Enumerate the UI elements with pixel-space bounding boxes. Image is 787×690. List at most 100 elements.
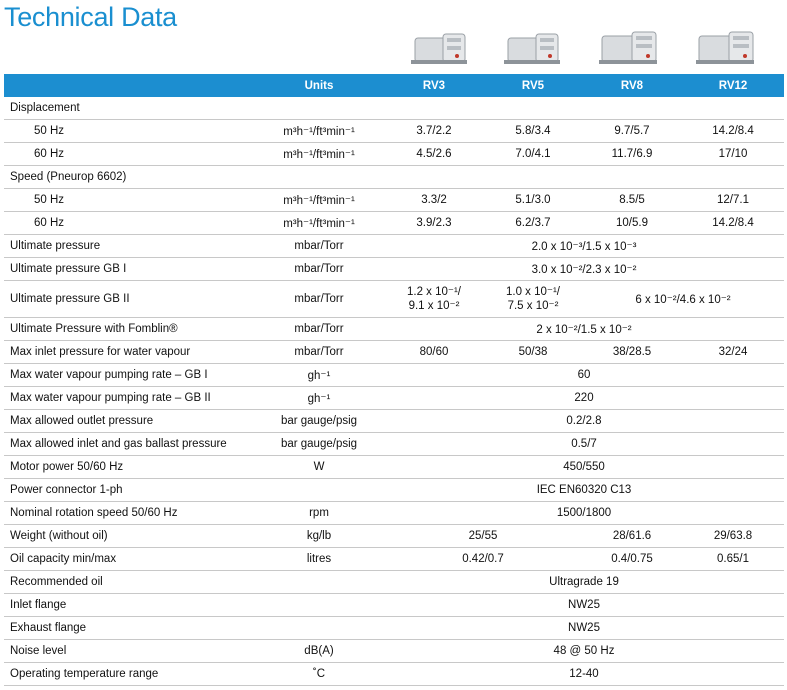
- cell-rv5: 1.0 x 10⁻¹/ 7.5 x 10⁻²: [484, 280, 582, 318]
- table-row: Weight (without oil) kg/lb 25/55 28/61.6…: [4, 524, 784, 548]
- header-rv5: RV5: [484, 74, 582, 97]
- row-label: Operating temperature range: [4, 662, 254, 686]
- cell-rv3-rv5: 25/55: [384, 524, 582, 548]
- row-unit: ˚C: [254, 662, 384, 686]
- header-units: Units: [254, 74, 384, 97]
- row-unit: gh⁻¹: [254, 363, 384, 387]
- pump-image-rv5: [502, 26, 564, 70]
- cell-rv8-rv12: 6 x 10⁻²/4.6 x 10⁻²: [582, 280, 784, 318]
- table-row: 50 Hz m³h⁻¹/ft³min⁻¹ 3.7/2.2 5.8/3.4 9.7…: [4, 119, 784, 143]
- row-label: Ultimate Pressure with Fomblin®: [4, 317, 254, 341]
- cell-rv8: 28/61.6: [582, 524, 682, 548]
- row-unit: [254, 478, 384, 502]
- cell-rv3-line1: 1.2 x 10⁻¹/: [406, 286, 461, 298]
- row-unit: [254, 593, 384, 617]
- row-unit: m³h⁻¹/ft³min⁻¹: [254, 119, 384, 143]
- cell-all-models: 48 @ 50 Hz: [384, 639, 784, 663]
- table-row: Max allowed outlet pressure bar gauge/ps…: [4, 409, 784, 433]
- cell-rv12: 17/10: [682, 142, 784, 166]
- row-unit: bar gauge/psig: [254, 409, 384, 433]
- table-row: Motor power 50/60 Hz W 450/550: [4, 455, 784, 479]
- row-unit: [254, 616, 384, 640]
- row-unit: W: [254, 455, 384, 479]
- page-title: Technical Data: [4, 2, 177, 32]
- table-row: Speed (Pneurop 6602): [4, 165, 784, 189]
- row-label: 60 Hz: [4, 211, 254, 235]
- row-label: Max inlet pressure for water vapour: [4, 340, 254, 364]
- row-label: 60 Hz: [4, 142, 254, 166]
- cell-rv12: 14.2/8.4: [682, 119, 784, 143]
- row-unit: m³h⁻¹/ft³min⁻¹: [254, 142, 384, 166]
- table-row: Max water vapour pumping rate – GB II gh…: [4, 386, 784, 410]
- row-label: Ultimate pressure: [4, 234, 254, 258]
- cell-rv12: 12/7.1: [682, 188, 784, 212]
- cell-rv8: 9.7/5.7: [582, 119, 682, 143]
- cell-all-models: Ultragrade 19: [384, 570, 784, 594]
- row-unit: mbar/Torr: [254, 340, 384, 364]
- table-row: Max inlet pressure for water vapour mbar…: [4, 340, 784, 364]
- cell-all-models: 12-40: [384, 662, 784, 686]
- cell-rv5: 6.2/3.7: [484, 211, 582, 235]
- table-row: Ultimate pressure mbar/Torr 2.0 x 10⁻³/1…: [4, 234, 784, 258]
- cell-rv5: 5.1/3.0: [484, 188, 582, 212]
- row-unit: mbar/Torr: [254, 234, 384, 258]
- cell-all-models: NW25: [384, 616, 784, 640]
- table-row: Oil capacity min/max litres 0.42/0.7 0.4…: [4, 547, 784, 571]
- table-row: 50 Hz m³h⁻¹/ft³min⁻¹ 3.3/2 5.1/3.0 8.5/5…: [4, 188, 784, 212]
- cell-all-models: 450/550: [384, 455, 784, 479]
- row-label: Max allowed outlet pressure: [4, 409, 254, 433]
- pump-image-rv12: [695, 26, 757, 70]
- row-unit: m³h⁻¹/ft³min⁻¹: [254, 188, 384, 212]
- row-label: Max allowed inlet and gas ballast pressu…: [4, 432, 254, 456]
- row-unit: bar gauge/psig: [254, 432, 384, 456]
- row-label: Max water vapour pumping rate – GB I: [4, 363, 254, 387]
- row-label: Ultimate pressure GB I: [4, 257, 254, 281]
- cell-all-models: 1500/1800: [384, 501, 784, 525]
- row-label: Nominal rotation speed 50/60 Hz: [4, 501, 254, 525]
- row-label: Speed (Pneurop 6602): [4, 165, 784, 189]
- cell-rv5: 5.8/3.4: [484, 119, 582, 143]
- cell-all-models: 60: [384, 363, 784, 387]
- cell-rv12: 14.2/8.4: [682, 211, 784, 235]
- row-unit: mbar/Torr: [254, 257, 384, 281]
- row-unit: m³h⁻¹/ft³min⁻¹: [254, 211, 384, 235]
- table-row: Ultimate pressure GB I mbar/Torr 3.0 x 1…: [4, 257, 784, 281]
- cell-rv3: 80/60: [384, 340, 484, 364]
- row-label: Noise level: [4, 639, 254, 663]
- cell-all-models: NW25: [384, 593, 784, 617]
- row-label: Weight (without oil): [4, 524, 254, 548]
- row-label: Oil capacity min/max: [4, 547, 254, 571]
- row-unit: mbar/Torr: [254, 280, 384, 318]
- table-row: Max water vapour pumping rate – GB I gh⁻…: [4, 363, 784, 387]
- cell-rv5-line1: 1.0 x 10⁻¹/: [505, 286, 560, 298]
- cell-all-models: 2.0 x 10⁻³/1.5 x 10⁻³: [384, 234, 784, 258]
- technical-data-table: Units RV3 RV5 RV8 RV12 Displacement 50 H…: [4, 74, 784, 686]
- cell-rv3-rv5: 0.42/0.7: [384, 547, 582, 571]
- row-label: Displacement: [4, 97, 784, 120]
- row-label: 50 Hz: [4, 119, 254, 143]
- cell-rv8: 11.7/6.9: [582, 142, 682, 166]
- cell-all-models: IEC EN60320 C13: [384, 478, 784, 502]
- cell-rv5-line2: 7.5 x 10⁻²: [507, 300, 559, 312]
- row-unit: kg/lb: [254, 524, 384, 548]
- table-row: Ultimate pressure GB II mbar/Torr 1.2 x …: [4, 280, 784, 318]
- row-label: 50 Hz: [4, 188, 254, 212]
- table-header-row: Units RV3 RV5 RV8 RV12: [4, 74, 784, 97]
- table-row: Nominal rotation speed 50/60 Hz rpm 1500…: [4, 501, 784, 525]
- row-unit: [254, 570, 384, 594]
- pump-images: [0, 26, 787, 72]
- cell-rv3-line2: 9.1 x 10⁻²: [408, 300, 460, 312]
- cell-all-models: 3.0 x 10⁻²/2.3 x 10⁻²: [384, 257, 784, 281]
- cell-rv8: 38/28.5: [582, 340, 682, 364]
- table-row: Displacement: [4, 97, 784, 120]
- header-rv3: RV3: [384, 74, 484, 97]
- cell-all-models: 220: [384, 386, 784, 410]
- pump-image-rv3: [409, 26, 471, 70]
- row-label: Recommended oil: [4, 570, 254, 594]
- table-row: Operating temperature range ˚C 12-40: [4, 662, 784, 686]
- cell-rv3: 3.9/2.3: [384, 211, 484, 235]
- row-unit: rpm: [254, 501, 384, 525]
- row-label: Max water vapour pumping rate – GB II: [4, 386, 254, 410]
- row-unit: dB(A): [254, 639, 384, 663]
- cell-rv8: 10/5.9: [582, 211, 682, 235]
